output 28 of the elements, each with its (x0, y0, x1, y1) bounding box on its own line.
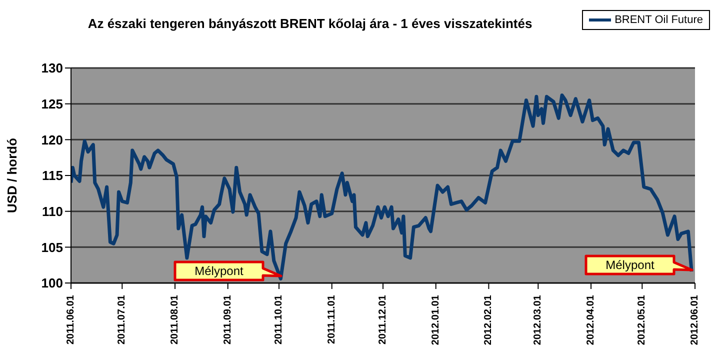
y-axis-title: USD / hordó (4, 138, 20, 214)
annotation: Mélypont (606, 258, 656, 272)
x-tick-label: 2011.07.01 (116, 294, 128, 344)
annotation: Mélypont (194, 264, 244, 278)
y-tick-label: 105 (41, 240, 63, 255)
x-tick-label: 2012.01.01 (430, 294, 442, 346)
x-tick-label: 2012.04.01 (586, 294, 596, 346)
x-tick-label: 2011.10.01 (274, 294, 284, 344)
x-tick-label: 2012.03.01 (532, 294, 544, 346)
chart-title: Az északi tengeren bányászott BRENT kőolaj ára - 1 éves visszatekintés (86, 16, 534, 31)
y-tick-label: 130 (41, 60, 63, 76)
x-tick-label: 2012.05.01 (636, 294, 648, 346)
callout-box: Mélypont (584, 254, 694, 276)
x-tick-label: 2011.08.01 (170, 294, 180, 344)
x-tick-label: 2011.09.01 (222, 294, 234, 344)
x-tick-label: 2011.12.01 (378, 294, 388, 344)
y-tick-label: 120 (41, 132, 63, 148)
callout-box: Mélypont (174, 260, 282, 282)
y-tick-label: 125 (41, 96, 63, 112)
y-tick-label: 115 (42, 168, 63, 184)
y-tick-label: 110 (42, 204, 63, 219)
y-tick-label: 100 (41, 276, 63, 291)
x-tick-label: 2012.02.01 (483, 294, 494, 346)
line-series (71, 93, 694, 280)
x-tick-label: 2012.06.01 (690, 294, 700, 346)
x-tick-label: 2011.11.01 (326, 294, 338, 344)
legend-label: BRENT Oil Future (614, 14, 703, 26)
x-tick-label: 2011.06.01 (66, 294, 76, 344)
